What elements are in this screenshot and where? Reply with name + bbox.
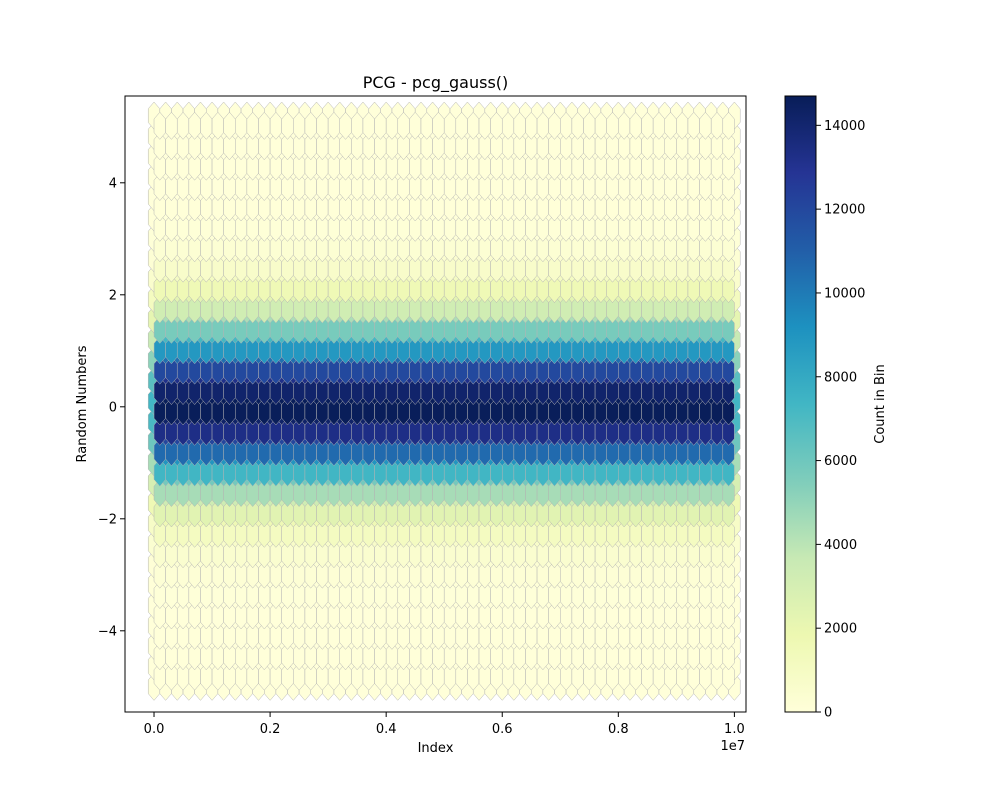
colorbar-tick-label: 6000 — [824, 454, 857, 469]
hex-cell — [722, 499, 735, 528]
hex-cell — [722, 356, 735, 385]
hex-cell — [722, 377, 735, 405]
y-tick-label: 2 — [109, 288, 117, 303]
hex-cell — [722, 336, 735, 365]
hex-cell — [722, 621, 735, 650]
hex-cell — [722, 173, 735, 201]
x-tick-label: 0.6 — [492, 722, 513, 737]
colorbar-tick-label: 8000 — [824, 370, 857, 385]
colorbar-tick-label: 0 — [824, 706, 832, 721]
hex-cell — [722, 275, 735, 303]
hex-cell — [722, 132, 735, 161]
colorbar-label: Count in Bin — [873, 364, 888, 444]
hex-cell — [722, 662, 735, 691]
chart-title: PCG - pcg_gauss() — [363, 73, 509, 93]
x-tick-label: 0.8 — [608, 722, 629, 737]
hex-cell — [722, 458, 735, 487]
colorbar — [784, 95, 817, 713]
hex-cell — [722, 254, 735, 283]
hex-cell — [722, 560, 735, 589]
hex-cell — [722, 642, 735, 671]
x-axis: 0.0 0.2 0.4 0.6 0.8 1.0 — [144, 712, 745, 737]
hex-cell — [722, 213, 735, 242]
hex-cell — [722, 581, 735, 609]
hex-cell — [722, 417, 735, 446]
hex-cell — [722, 397, 735, 426]
plot-frame — [124, 95, 747, 713]
hex-cell — [722, 540, 735, 569]
y-tick-label: 4 — [109, 176, 117, 191]
y-tick-label: −2 — [98, 512, 117, 527]
y-tick-label: −4 — [98, 624, 117, 639]
colorbar-tick-label: 2000 — [824, 622, 857, 637]
x-offset-label: 1e7 — [720, 739, 745, 754]
colorbar-tick-label: 4000 — [824, 538, 857, 553]
hex-cell — [722, 234, 735, 263]
y-tick-label: 0 — [109, 400, 117, 415]
x-tick-label: 0.0 — [144, 722, 165, 737]
x-tick-label: 0.2 — [260, 722, 281, 737]
colorbar-tick-label: 10000 — [824, 286, 865, 301]
hex-cell — [722, 601, 735, 630]
hex-cell — [722, 152, 735, 181]
hex-cell — [722, 295, 735, 324]
y-axis: 4 2 0 −2 −4 — [98, 176, 125, 639]
hex-cell — [722, 193, 735, 222]
y-axis-label: Random Numbers — [75, 345, 90, 462]
colorbar-axis: 0 2000 4000 6000 8000 10000 12000 14000 — [816, 119, 865, 721]
hexbin-cells — [147, 101, 741, 701]
hex-cell — [722, 111, 735, 140]
hex-cell — [722, 479, 735, 507]
hex-cell — [722, 438, 735, 467]
hex-cell — [722, 519, 735, 548]
x-tick-label: 0.4 — [376, 722, 397, 737]
colorbar-tick-label: 12000 — [824, 203, 865, 218]
x-tick-label: 1.0 — [724, 722, 745, 737]
colorbar-tick-label: 14000 — [824, 119, 865, 134]
hex-cell — [722, 315, 735, 344]
x-axis-label: Index — [418, 741, 454, 756]
